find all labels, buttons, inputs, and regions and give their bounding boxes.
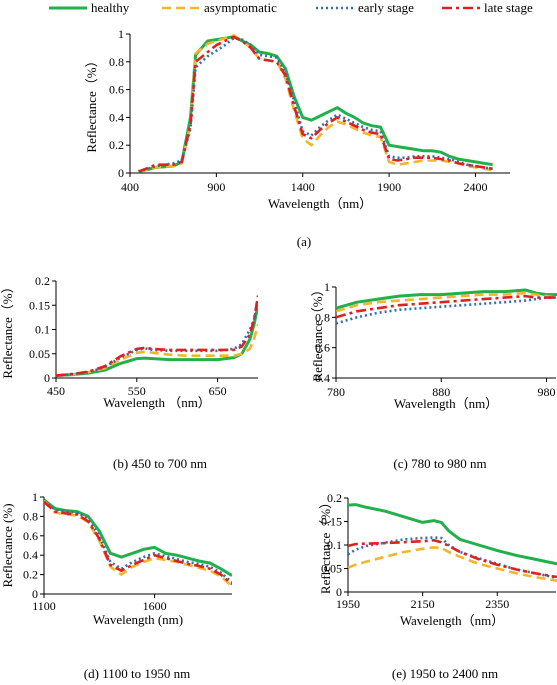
x-tick-label: 1600 <box>143 599 167 613</box>
y-tick-label: 1 <box>324 280 330 294</box>
legend-label: asymptomatic <box>204 0 277 15</box>
series-line-healthy <box>138 35 493 173</box>
series-line-healthy <box>56 304 258 378</box>
series-line-late-stage <box>348 539 557 579</box>
series-line-asymptomatic <box>348 546 557 582</box>
y-tick-label: 1 <box>32 490 38 504</box>
y-tick-label: 1 <box>118 27 124 41</box>
y-tick-label: 0.6 <box>23 529 38 543</box>
y-tick-label: 0.4 <box>315 371 330 385</box>
legend-item-healthy: healthy <box>49 0 130 15</box>
x-axis-label: Wavelength （nm） <box>103 395 211 410</box>
series-line-healthy <box>348 503 557 566</box>
y-tick-label: 0.1 <box>327 538 342 552</box>
y-axis-label: Reflectance（%） <box>84 54 99 152</box>
panel-caption: (c) 780 to 980 nm <box>393 456 486 471</box>
x-axis-label: Wavelength（nm） <box>400 613 504 628</box>
series-line-late-stage <box>138 35 493 173</box>
y-axis-label: Reflectance（%） <box>318 496 333 594</box>
legend-label: healthy <box>91 0 130 15</box>
panel-caption: (e) 1950 to 2400 nm <box>392 666 498 681</box>
x-tick-label: 780 <box>327 385 345 399</box>
y-tick-label: 0.05 <box>321 562 342 576</box>
series-line-asymptomatic <box>44 500 232 588</box>
y-tick-label: 0 <box>118 166 124 180</box>
legend-label: late stage <box>484 0 533 15</box>
x-axis-label: Wavelength（nm） <box>268 196 372 211</box>
y-axis-label: Reflectance（%） <box>310 283 325 381</box>
legend-item-asymptomatic: asymptomatic <box>162 0 277 15</box>
panel-caption: (d) 1100 to 1950 nm <box>84 666 190 681</box>
legend-item-late-stage: late stage <box>442 0 533 15</box>
x-tick-label: 550 <box>128 384 146 398</box>
series-line-asymptomatic <box>138 34 493 173</box>
y-tick-label: 0.2 <box>23 568 38 582</box>
series-line-late-stage <box>44 500 232 586</box>
x-axis-label: Wavelength（nm） <box>394 396 498 411</box>
y-tick-label: 0.4 <box>109 110 124 124</box>
y-tick-label: 0.15 <box>321 515 342 529</box>
y-tick-label: 0.2 <box>35 274 50 288</box>
y-tick-label: 0 <box>32 587 38 601</box>
x-tick-label: 1100 <box>32 599 56 613</box>
panel-caption: (b) 450 to 700 nm <box>113 456 207 471</box>
chart-panel-e: 0 0.05 0.1 0.15 0.2 1950 2150 2350 Wavelength（nm… <box>318 491 557 681</box>
series-line-late-stage <box>336 294 557 319</box>
x-tick-label: 1950 <box>336 597 360 611</box>
series-line-early-stage <box>138 36 493 173</box>
x-tick-label: 2400 <box>463 180 487 194</box>
y-tick-label: 0.1 <box>35 323 50 337</box>
x-tick-label: 880 <box>432 385 450 399</box>
chart-panel-c: 0.4 0.6 0.8 1 780 880 980 Wavelength（nm） Reflect… <box>310 280 557 471</box>
x-tick-label: 1900 <box>377 180 401 194</box>
y-tick-label: 0.2 <box>109 138 124 152</box>
series-line-asymptomatic <box>336 291 557 313</box>
y-tick-label: 0.4 <box>23 548 38 562</box>
y-tick-label: 0.6 <box>109 83 124 97</box>
series-line-asymptomatic <box>56 324 258 377</box>
y-tick-label: 0 <box>336 585 342 599</box>
y-tick-label: 0 <box>44 371 50 385</box>
legend: healthy asymptomatic early stage late stage <box>49 0 533 15</box>
y-tick-label: 0.15 <box>29 298 50 312</box>
x-tick-label: 1400 <box>291 180 315 194</box>
y-tick-label: 0.05 <box>29 347 50 361</box>
x-tick-label: 980 <box>537 385 555 399</box>
series-line-late-stage <box>56 295 258 377</box>
series-line-early-stage <box>336 296 557 325</box>
y-axis-label: Reflectance (%) <box>0 503 15 587</box>
panel-caption: (a) <box>297 234 311 249</box>
legend-item-early-stage: early stage <box>316 0 414 15</box>
y-tick-label: 0.8 <box>315 310 330 324</box>
series-line-healthy <box>336 288 557 310</box>
series-line-early-stage <box>56 300 258 377</box>
x-tick-label: 400 <box>121 180 139 194</box>
x-tick-label: 900 <box>207 180 225 194</box>
series-line-healthy <box>44 498 232 577</box>
y-tick-label: 0.6 <box>315 341 330 355</box>
x-tick-label: 2150 <box>411 597 435 611</box>
x-tick-label: 650 <box>209 384 227 398</box>
x-axis-label: Wavelength (nm) <box>93 612 183 627</box>
y-axis-label: Reflectance（%） <box>0 280 15 378</box>
y-tick-label: 0.2 <box>327 491 342 505</box>
y-tick-label: 0.8 <box>23 509 38 523</box>
y-tick-label: 0.8 <box>109 55 124 69</box>
x-tick-label: 2350 <box>485 597 509 611</box>
legend-label: early stage <box>358 0 414 15</box>
x-tick-label: 450 <box>47 384 65 398</box>
